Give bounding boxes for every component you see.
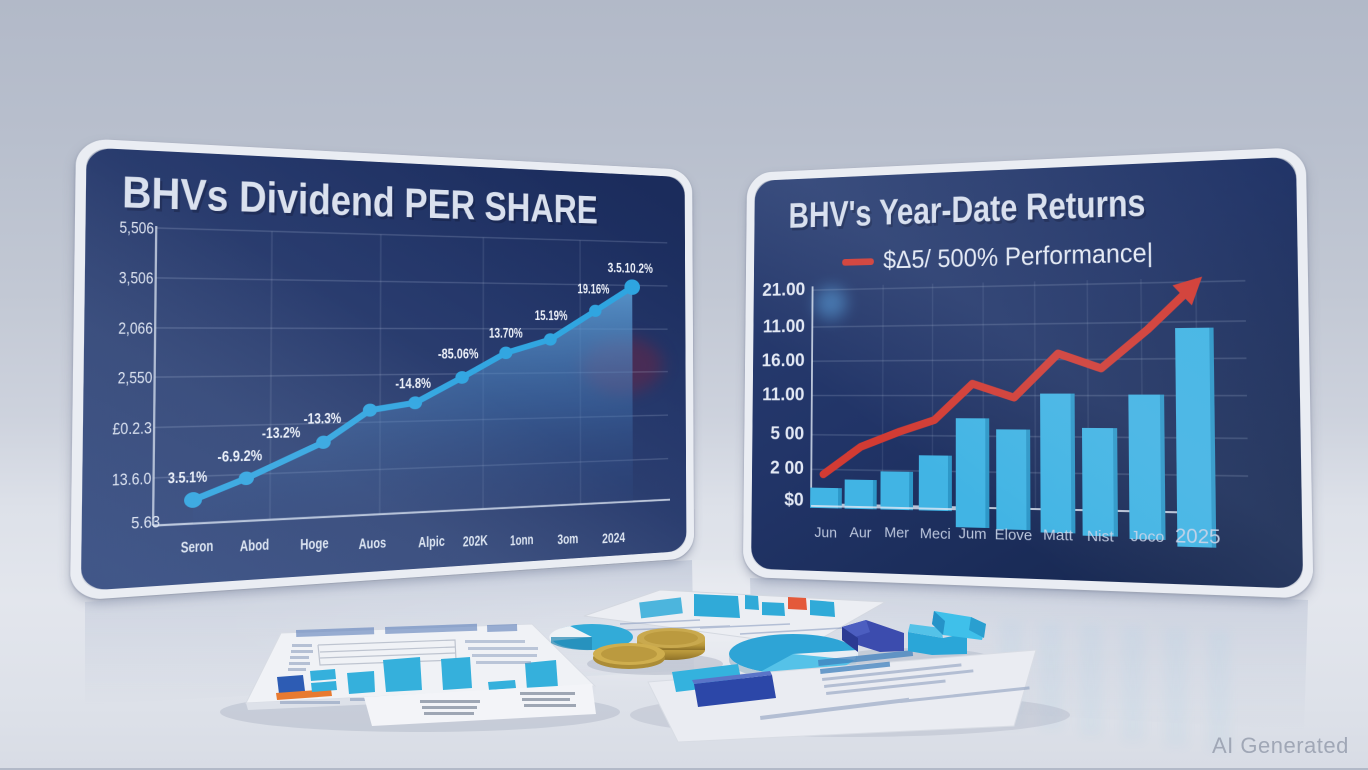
- svg-text:5.63: 5.63: [131, 512, 160, 532]
- svg-text:Jun: Jun: [814, 524, 837, 541]
- svg-text:2024: 2024: [602, 529, 625, 546]
- svg-text:13.6.0: 13.6.0: [112, 469, 152, 489]
- svg-text:$Δ5/ 500% Performance|: $Δ5/ 500% Performance|: [883, 237, 1153, 274]
- svg-text:Mer: Mer: [884, 524, 909, 541]
- svg-text:-85.06%: -85.06%: [438, 345, 479, 362]
- svg-text:3om: 3om: [557, 530, 578, 547]
- svg-text:£0.2.3: £0.2.3: [112, 418, 152, 438]
- svg-text:11.00: 11.00: [762, 385, 805, 404]
- svg-text:2,550: 2,550: [118, 368, 153, 387]
- svg-text:11.00: 11.00: [763, 317, 805, 337]
- svg-text:Jum: Jum: [959, 525, 987, 543]
- svg-text:2,066: 2,066: [118, 319, 153, 338]
- svg-text:15.19%: 15.19%: [535, 307, 568, 323]
- svg-text:2 00: 2 00: [770, 459, 804, 479]
- svg-text:BHV's Year-Date Returns: BHV's Year-Date Returns: [790, 184, 1148, 239]
- svg-text:-13.3%: -13.3%: [304, 409, 342, 427]
- svg-text:-14.8%: -14.8%: [395, 375, 431, 392]
- svg-text:Meci: Meci: [920, 525, 951, 542]
- svg-text:16.00: 16.00: [762, 351, 805, 371]
- svg-text:Hoge: Hoge: [300, 534, 329, 553]
- svg-text:Nist: Nist: [1087, 527, 1115, 545]
- svg-text:-13.2%: -13.2%: [262, 423, 301, 441]
- svg-text:2025: 2025: [1175, 526, 1221, 548]
- svg-text:5 00: 5 00: [770, 424, 804, 444]
- svg-text:$0: $0: [784, 490, 804, 510]
- svg-text:BHVs Dividend PER SHARE: BHVs Dividend PER SHARE: [122, 167, 598, 232]
- svg-text:Joco: Joco: [1131, 528, 1165, 546]
- svg-text:BHVs Dividend PER SHARE: BHVs Dividend PER SHARE: [124, 170, 599, 235]
- svg-text:Matt: Matt: [1043, 526, 1074, 544]
- svg-text:Elove: Elove: [995, 526, 1033, 544]
- svg-text:3,506: 3,506: [119, 268, 154, 287]
- svg-text:Alpic: Alpic: [418, 533, 445, 551]
- svg-text:-6.9.2%: -6.9.2%: [217, 446, 262, 465]
- svg-text:1onn: 1onn: [510, 531, 533, 549]
- svg-text:19.16%: 19.16%: [577, 281, 609, 297]
- svg-text:Auos: Auos: [359, 534, 387, 553]
- svg-text:BHV's Year-Date Returns: BHV's Year-Date Returns: [788, 181, 1145, 236]
- svg-text:Aur: Aur: [849, 524, 871, 541]
- svg-text:13.70%: 13.70%: [489, 325, 523, 341]
- svg-text:Seron: Seron: [181, 537, 214, 557]
- svg-text:202K: 202K: [463, 532, 488, 550]
- svg-text:Abod: Abod: [240, 536, 270, 555]
- svg-text:3.5.10.2%: 3.5.10.2%: [608, 260, 653, 276]
- svg-text:5,506: 5,506: [119, 218, 154, 238]
- svg-text:21.00: 21.00: [762, 280, 805, 300]
- svg-text:3.5.1%: 3.5.1%: [168, 468, 208, 487]
